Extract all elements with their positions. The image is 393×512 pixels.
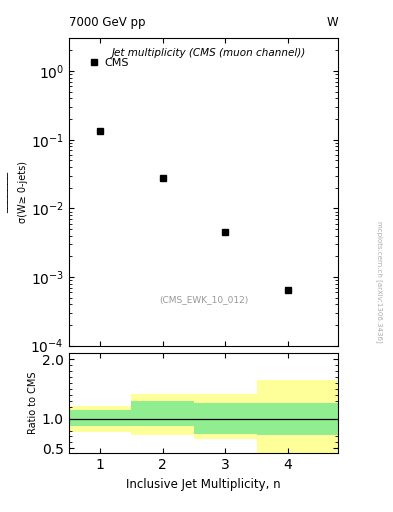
Text: 7000 GeV pp: 7000 GeV pp <box>69 16 145 29</box>
Y-axis label: σ(W≥ n-jets)
───────
σ(W≥ 0-jets): σ(W≥ n-jets) ─────── σ(W≥ 0-jets) <box>0 161 28 223</box>
Text: mcplots.cern.ch [arXiv:1306.3436]: mcplots.cern.ch [arXiv:1306.3436] <box>376 221 383 343</box>
X-axis label: Inclusive Jet Multiplicity, n: Inclusive Jet Multiplicity, n <box>126 478 281 490</box>
Legend: CMS: CMS <box>85 53 133 72</box>
Y-axis label: Ratio to CMS: Ratio to CMS <box>28 372 38 435</box>
Text: W: W <box>326 16 338 29</box>
Text: (CMS_EWK_10_012): (CMS_EWK_10_012) <box>159 295 248 304</box>
Text: Jet multiplicity (CMS (muon channel)): Jet multiplicity (CMS (muon channel)) <box>112 48 306 58</box>
